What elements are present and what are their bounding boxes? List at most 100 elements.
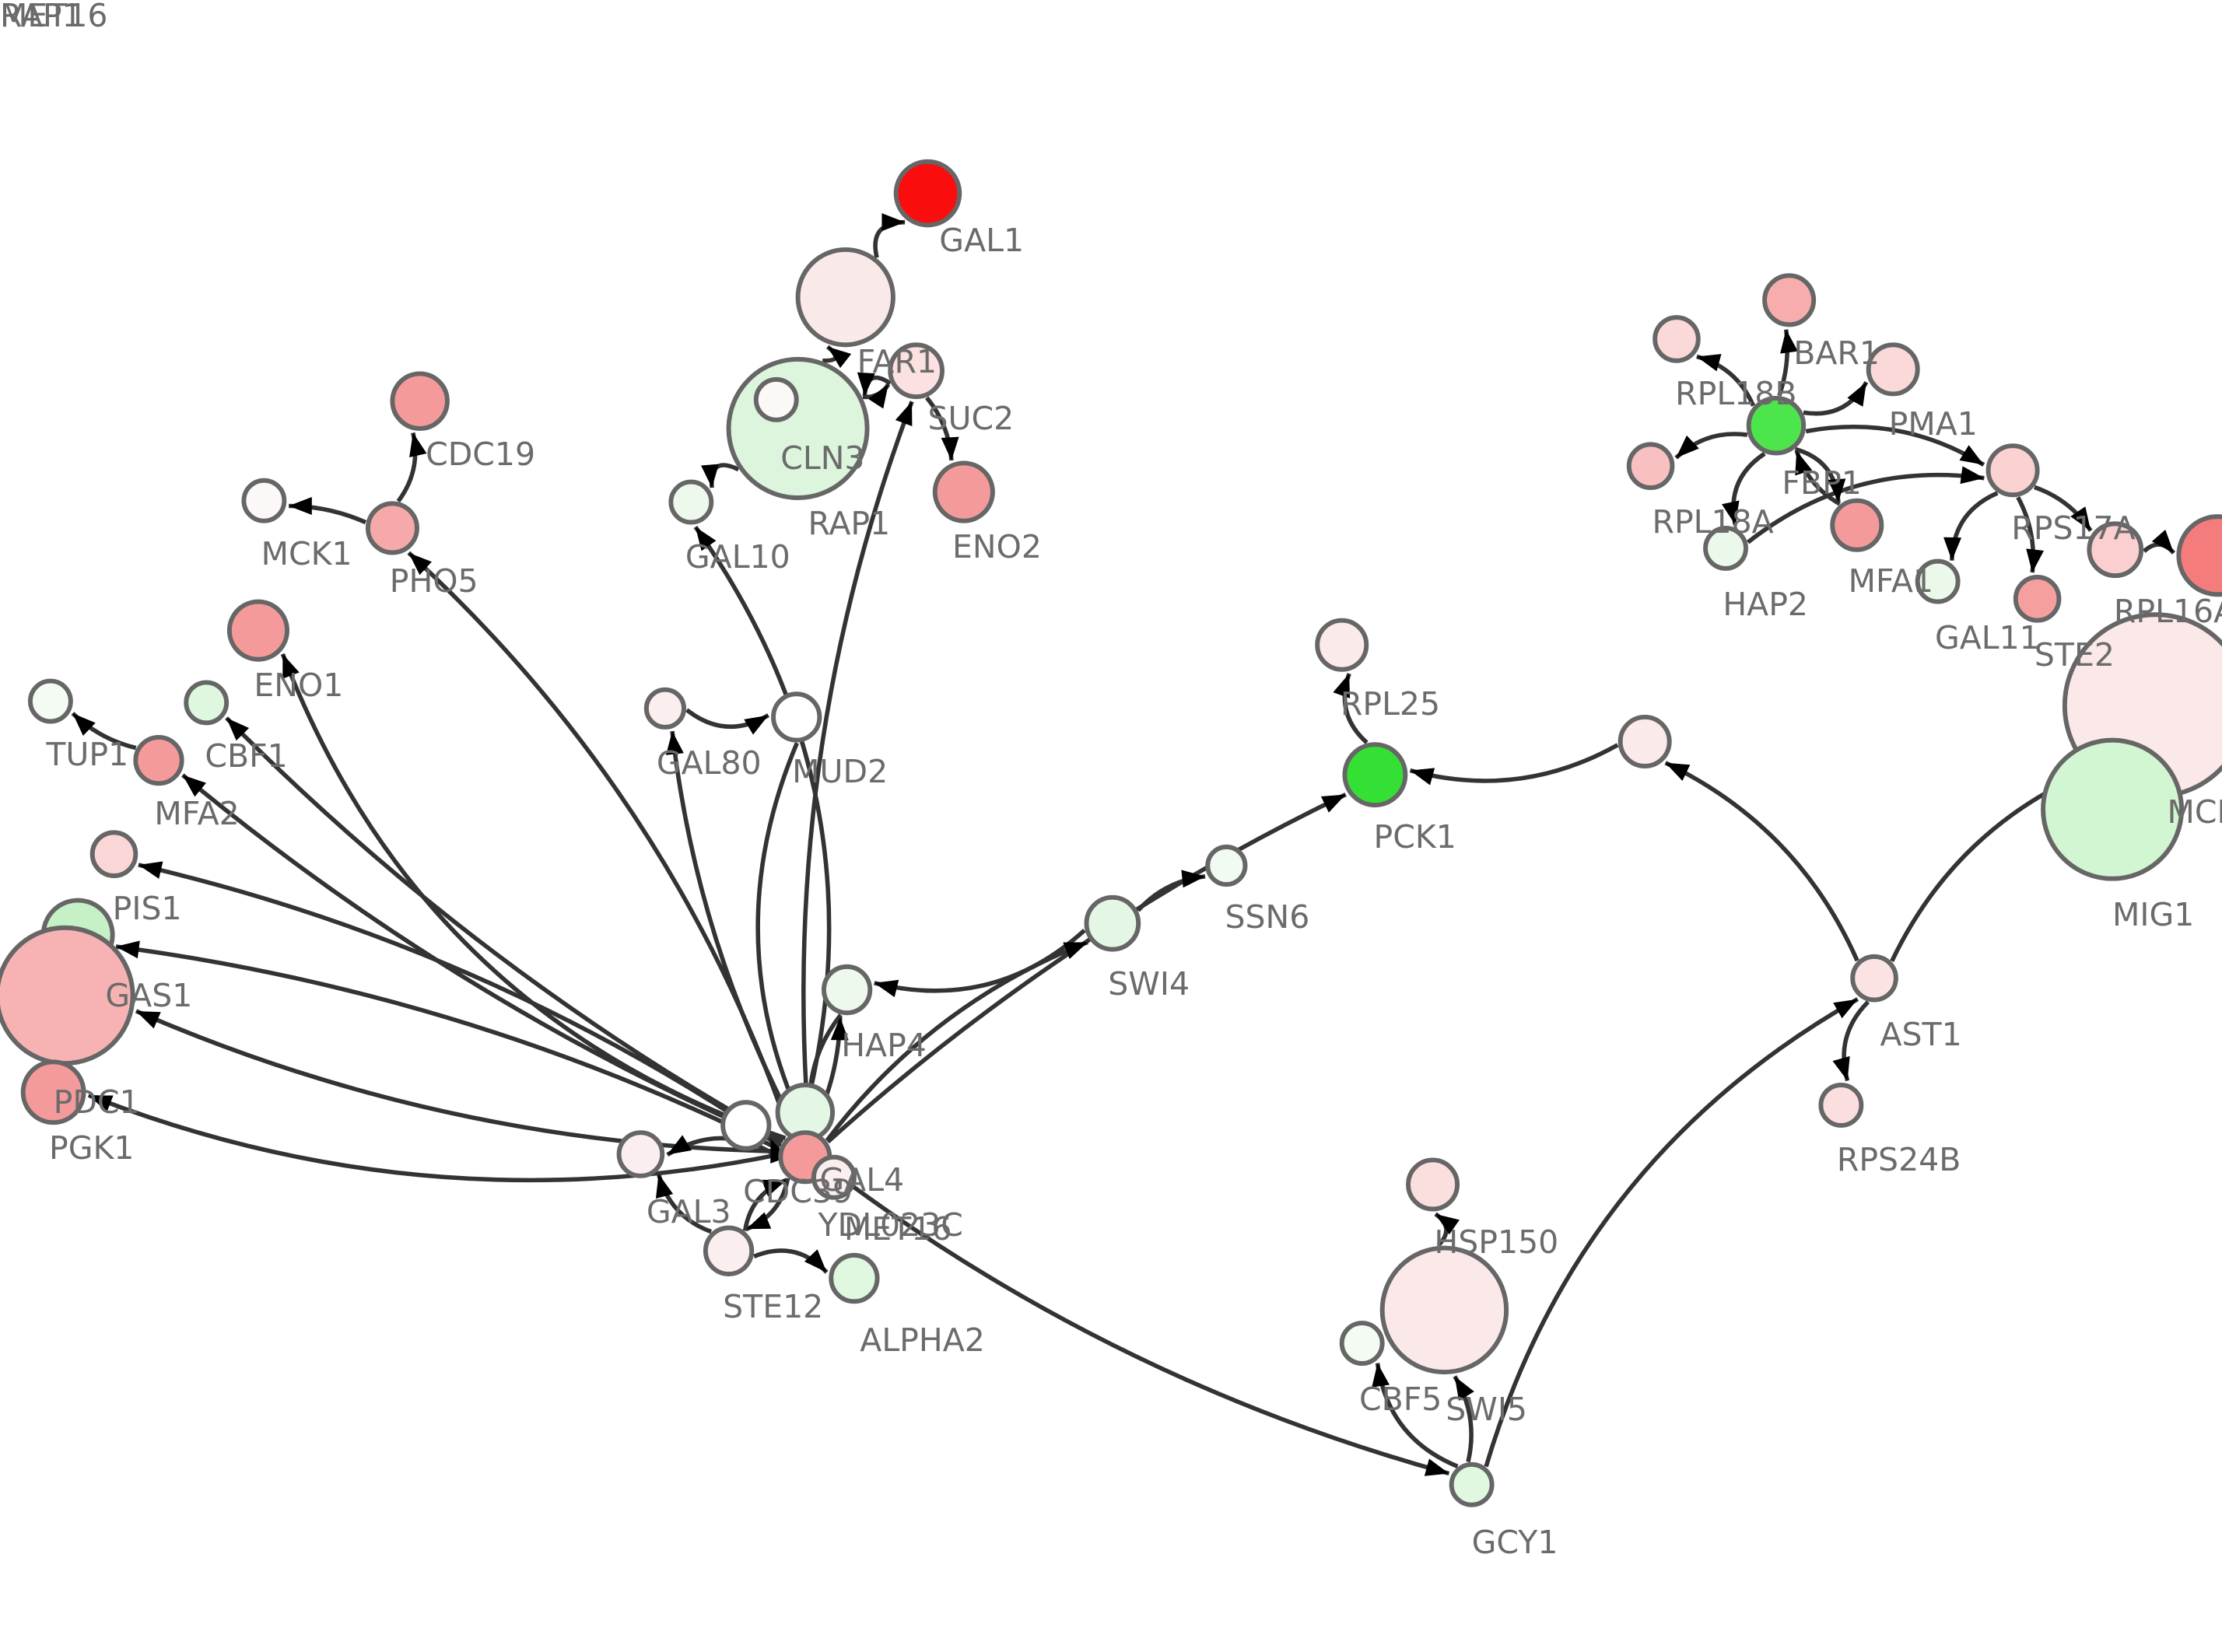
edge xyxy=(1731,451,1766,526)
edge xyxy=(825,940,1089,1143)
graph-node-eno1[interactable] xyxy=(226,599,290,662)
graph-node-ast1[interactable] xyxy=(1850,954,1898,1003)
graph-node-rps17a[interactable] xyxy=(1985,443,2040,498)
edge xyxy=(1484,997,1859,1468)
edge xyxy=(181,773,783,1145)
edge-arrowhead xyxy=(135,1010,161,1029)
edge-arrowhead xyxy=(1665,762,1691,781)
graph-node-gal80[interactable] xyxy=(643,687,687,730)
graph-node-mck1[interactable] xyxy=(241,478,287,523)
edge-arrowhead xyxy=(1833,999,1858,1019)
graph-node-pgk1[interactable] xyxy=(20,1059,86,1125)
graph-node-gal11[interactable] xyxy=(1915,558,1961,604)
edge-arrowhead xyxy=(881,213,906,232)
graph-node-ssn6[interactable] xyxy=(1205,844,1248,887)
edge-arrowhead xyxy=(1832,1055,1850,1081)
graph-node-unlabeled_a[interactable] xyxy=(1617,714,1672,768)
graph-node-hsp150[interactable] xyxy=(1406,1157,1460,1212)
edge xyxy=(280,653,787,1140)
edge-arrowhead xyxy=(289,497,312,516)
edge xyxy=(801,401,914,1131)
graph-node-cdc39[interactable] xyxy=(720,1100,772,1151)
graph-node-hap2[interactable] xyxy=(1703,525,1748,571)
graph-node-mfa1[interactable] xyxy=(1830,498,1884,552)
graph-node-cln3[interactable] xyxy=(726,356,870,500)
edge-arrowhead xyxy=(867,384,888,409)
graph-node-ydl023c[interactable] xyxy=(811,1154,857,1200)
graph-node-gcy1[interactable] xyxy=(1449,1461,1495,1507)
graph-node-gal10[interactable] xyxy=(668,479,714,525)
edge-arrowhead xyxy=(761,1179,787,1197)
graph-node-cln3_inner[interactable] xyxy=(753,376,799,422)
graph-node-cbf1[interactable] xyxy=(184,680,230,726)
graph-node-hap4[interactable] xyxy=(821,964,873,1016)
graph-node-fbp1[interactable] xyxy=(1746,396,1807,456)
edge-arrowhead xyxy=(695,527,717,551)
graph-node-rpl25[interactable] xyxy=(1315,618,1369,672)
edge xyxy=(1950,491,1999,561)
edge-arrowhead xyxy=(701,464,719,488)
edge-arrowhead xyxy=(804,1249,827,1272)
graph-node-ste12[interactable] xyxy=(703,1225,755,1276)
edge-arrowhead xyxy=(2070,506,2091,531)
edge-arrowhead xyxy=(88,1095,114,1112)
edge xyxy=(670,730,799,1132)
graph-node-ste2[interactable] xyxy=(2013,575,2062,623)
graph-node-tup1[interactable] xyxy=(27,678,73,724)
edge xyxy=(115,944,780,1151)
edge-arrowhead xyxy=(827,346,852,369)
graph-node-gal1[interactable] xyxy=(893,159,962,228)
graph-node-mud2[interactable] xyxy=(771,691,822,743)
edge xyxy=(1409,743,1619,783)
edge-arrowhead xyxy=(2151,530,2174,554)
edge xyxy=(138,863,782,1148)
edge xyxy=(656,1173,713,1234)
graph-node-gal3[interactable] xyxy=(616,1130,665,1178)
edge-arrowhead xyxy=(667,1135,692,1155)
graph-node-rps24b[interactable] xyxy=(1818,1083,1864,1128)
edge-arrowhead xyxy=(895,401,913,427)
graph-node-mfa2[interactable] xyxy=(133,734,184,786)
graph-node-his4[interactable] xyxy=(2176,514,2222,597)
graph-node-pma1[interactable] xyxy=(1866,342,1920,397)
edge xyxy=(874,929,1086,993)
graph-node-rpl16a[interactable] xyxy=(2087,521,2144,579)
edge-arrowhead xyxy=(1454,1376,1474,1401)
graph-node-suc2[interactable] xyxy=(888,342,945,400)
edge xyxy=(828,1167,1450,1476)
graph-node-alpha2[interactable] xyxy=(829,1252,880,1304)
graph-node-far1[interactable] xyxy=(795,247,895,348)
edge-arrowhead xyxy=(1424,1458,1449,1476)
edge-arrowhead xyxy=(1960,466,1985,485)
edge xyxy=(407,551,793,1136)
edge-arrowhead xyxy=(408,552,432,576)
graph-node-cbf5[interactable] xyxy=(1339,1321,1385,1366)
graph-node-bar1[interactable] xyxy=(1762,273,1817,327)
graph-node-swi4[interactable] xyxy=(1084,894,1141,952)
graph-node-rpl18a[interactable] xyxy=(1626,442,1675,490)
graph-node-rpl18b[interactable] xyxy=(1652,315,1701,363)
edge-arrowhead xyxy=(409,432,427,457)
edge-arrowhead xyxy=(744,715,769,735)
graph-node-mig1[interactable] xyxy=(2041,737,2185,881)
edge-arrowhead xyxy=(1943,537,1962,561)
graph-node-eno2[interactable] xyxy=(932,460,995,523)
graph-node-pho5[interactable] xyxy=(365,501,419,555)
edge-arrowhead xyxy=(1828,478,1846,502)
edge-arrowhead xyxy=(1696,354,1722,372)
edge-arrowhead xyxy=(182,775,206,797)
graph-node-swi5[interactable] xyxy=(1379,1245,1509,1375)
edge-arrowhead xyxy=(1333,674,1351,698)
edge xyxy=(1664,761,1859,962)
edge-arrowhead xyxy=(1063,942,1088,959)
edge-arrowhead xyxy=(1320,794,1346,813)
edge-arrowhead xyxy=(874,979,899,998)
graph-node-cdc19[interactable] xyxy=(390,371,450,431)
graph-node-pck1[interactable] xyxy=(1342,742,1408,808)
graph-node-pis1[interactable] xyxy=(89,830,138,878)
edge-arrowhead xyxy=(1847,382,1866,407)
edge-arrowhead xyxy=(1959,445,1984,465)
graph-node-pdc1[interactable] xyxy=(0,925,135,1066)
